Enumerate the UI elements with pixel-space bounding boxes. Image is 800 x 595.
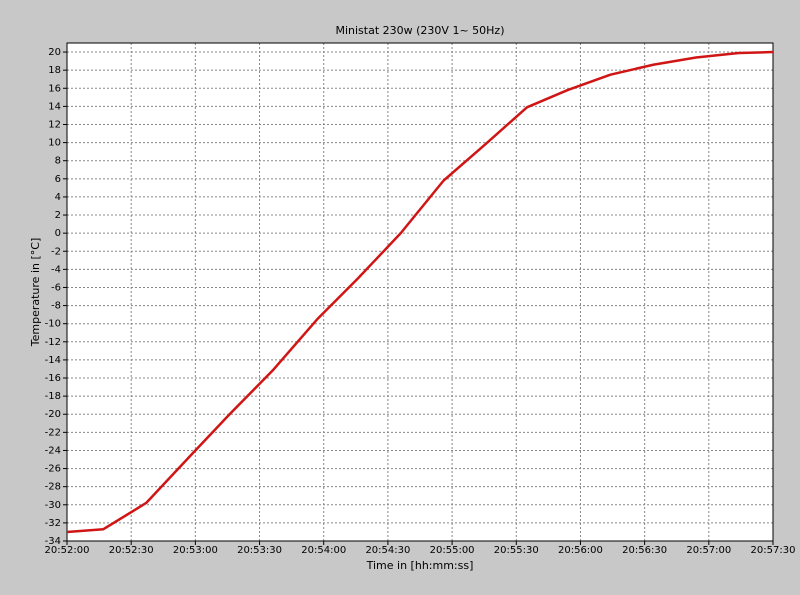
data-line <box>66 50 774 534</box>
y-tick-label: 4 <box>55 192 61 203</box>
y-tick-label: -18 <box>45 391 61 402</box>
y-tick-label: -26 <box>45 464 61 475</box>
x-tick-label: 20:54:30 <box>365 545 410 556</box>
y-tick-label: 20 <box>48 47 61 58</box>
y-tick-label: 12 <box>48 119 61 130</box>
x-tick-label: 20:55:00 <box>430 545 475 556</box>
y-tick-label: -10 <box>45 319 61 330</box>
x-tick-label: 20:53:30 <box>237 545 282 556</box>
y-tick-label: -2 <box>51 246 61 257</box>
y-tick-label: -6 <box>51 282 61 293</box>
y-tick-label: -14 <box>45 355 61 366</box>
plot-border <box>66 42 774 542</box>
x-tick-label: 20:53:00 <box>173 545 218 556</box>
y-tick-label: 10 <box>48 138 61 149</box>
y-tick-label: 18 <box>48 65 61 76</box>
y-tick-label: -24 <box>45 445 61 456</box>
x-tick-label: 20:55:30 <box>494 545 539 556</box>
y-tick-label: 0 <box>55 228 61 239</box>
y-tick-label: -34 <box>45 536 61 547</box>
y-tick-label: -30 <box>45 500 61 511</box>
y-tick-label: -22 <box>45 427 61 438</box>
y-tick-label: -28 <box>45 482 61 493</box>
x-tick-label: 20:57:30 <box>751 545 796 556</box>
x-axis-label: Time in [hh:mm:ss] <box>366 559 474 572</box>
x-tick-label: 20:56:30 <box>622 545 667 556</box>
y-axis-label: Temperature in [°C] <box>29 238 42 347</box>
x-tick-label: 20:52:00 <box>45 545 90 556</box>
y-tick-label: -4 <box>51 264 61 275</box>
plot-area <box>67 43 773 541</box>
chart-title: Ministat 230w (230V 1~ 50Hz) <box>335 24 504 37</box>
y-tick-label: 2 <box>55 210 61 221</box>
x-tick-label: 20:54:00 <box>301 545 346 556</box>
x-tick-label: 20:52:30 <box>109 545 154 556</box>
y-tick-label: -16 <box>45 373 61 384</box>
y-tick-label: 14 <box>48 101 61 112</box>
y-tick-label: -20 <box>45 409 61 420</box>
x-tick-label: 20:56:00 <box>558 545 603 556</box>
y-tick-label: 16 <box>48 83 61 94</box>
y-tick-label: 8 <box>55 156 61 167</box>
y-tick-label: -32 <box>45 518 61 529</box>
y-tick-label: -12 <box>45 337 61 348</box>
x-tick-label: 20:57:00 <box>686 545 731 556</box>
y-tick-label: 6 <box>55 174 61 185</box>
y-tick-label: -8 <box>51 301 61 312</box>
